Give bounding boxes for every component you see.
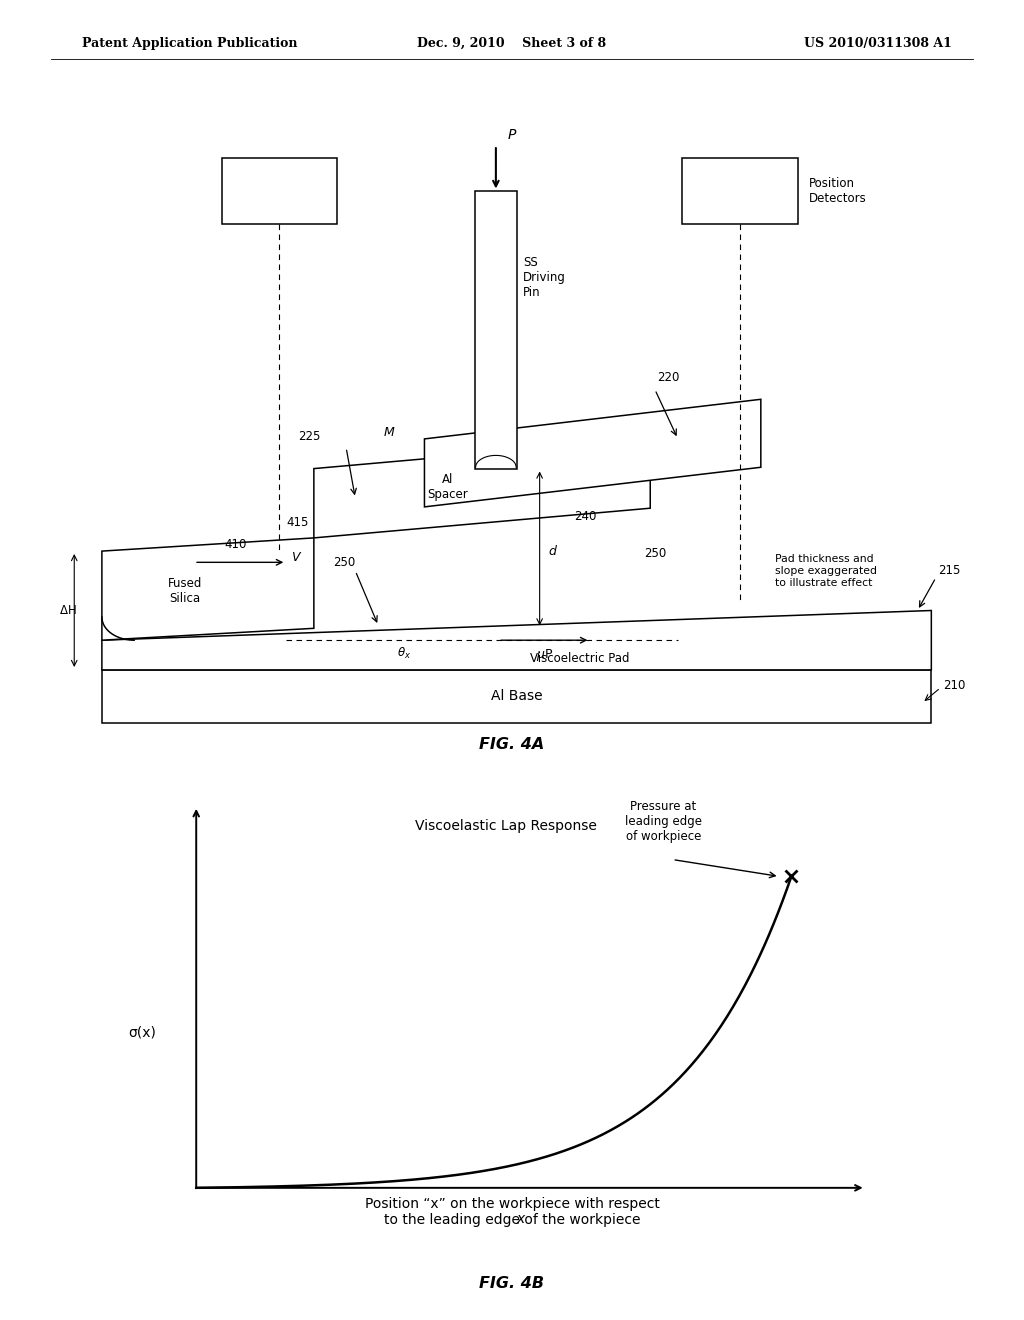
- Text: Pressure at
leading edge
of workpiece: Pressure at leading edge of workpiece: [625, 800, 701, 842]
- Text: 415: 415: [287, 516, 308, 529]
- Text: 210: 210: [943, 678, 966, 692]
- Text: $\theta_x$: $\theta_x$: [397, 645, 411, 660]
- Polygon shape: [102, 539, 314, 640]
- Text: x: x: [516, 1212, 524, 1225]
- FancyBboxPatch shape: [222, 158, 337, 224]
- Text: Dec. 9, 2010    Sheet 3 of 8: Dec. 9, 2010 Sheet 3 of 8: [418, 37, 606, 50]
- Text: 225: 225: [298, 430, 321, 444]
- Text: 220: 220: [657, 371, 680, 384]
- Polygon shape: [425, 399, 761, 507]
- Text: 250: 250: [333, 556, 355, 569]
- Text: Viscoelastic Lap Response: Viscoelastic Lap Response: [415, 818, 597, 833]
- Text: 410: 410: [224, 539, 247, 550]
- Text: Position
Detectors: Position Detectors: [809, 177, 866, 206]
- Text: SS
Driving
Pin: SS Driving Pin: [523, 256, 566, 298]
- Text: d: d: [549, 545, 557, 557]
- Polygon shape: [102, 610, 932, 671]
- Text: 215: 215: [938, 565, 961, 577]
- Text: M: M: [383, 426, 394, 438]
- Text: Position “x” on the workpiece with respect
to the leading edge of the workpiece: Position “x” on the workpiece with respe…: [365, 1197, 659, 1228]
- Text: V: V: [291, 552, 299, 564]
- Text: Patent Application Publication: Patent Application Publication: [82, 37, 297, 50]
- Text: Al Base: Al Base: [490, 689, 543, 704]
- Text: 240: 240: [574, 510, 597, 523]
- Text: Pad thickness and
slope exaggerated
to illustrate effect: Pad thickness and slope exaggerated to i…: [775, 554, 877, 587]
- Text: US 2010/0311308 A1: US 2010/0311308 A1: [805, 37, 952, 50]
- Text: FIG. 4B: FIG. 4B: [479, 1276, 545, 1291]
- Text: Al
Spacer: Al Spacer: [427, 473, 468, 502]
- FancyBboxPatch shape: [683, 158, 798, 224]
- Text: FIG. 4A: FIG. 4A: [479, 737, 545, 751]
- Polygon shape: [314, 438, 650, 539]
- Polygon shape: [102, 671, 932, 723]
- Text: $\Delta$H: $\Delta$H: [58, 605, 76, 616]
- Text: $\mu$P: $\mu$P: [536, 647, 553, 663]
- Text: Fused
Silica: Fused Silica: [168, 577, 202, 605]
- Text: Viscoelectric Pad: Viscoelectric Pad: [530, 652, 630, 665]
- Text: 250: 250: [644, 546, 666, 560]
- Text: σ(x): σ(x): [129, 1026, 157, 1039]
- Text: P: P: [508, 128, 516, 143]
- FancyBboxPatch shape: [475, 191, 517, 469]
